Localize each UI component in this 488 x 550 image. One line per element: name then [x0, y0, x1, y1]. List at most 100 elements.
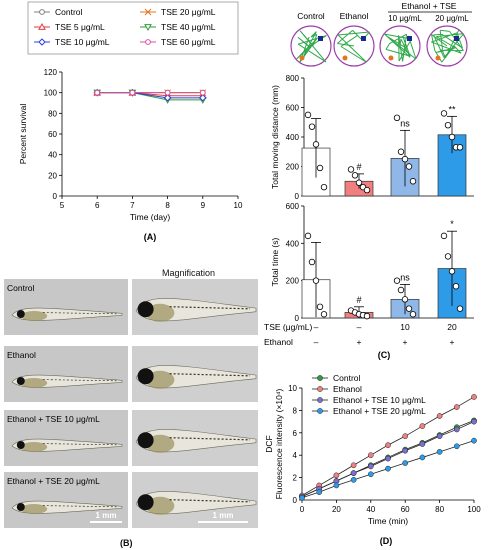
- data-point: [163, 94, 172, 102]
- data-point: [405, 305, 413, 312]
- survival-legend: Control TSE 20 μg/mL TSE 5 μg/mL TSE 40 μg/…: [27, 1, 239, 55]
- header-dose-10: 10 μg/mL: [388, 14, 422, 23]
- fish-pigment: [169, 373, 251, 377]
- y-tick-label: 400: [286, 133, 300, 142]
- data-point: [444, 253, 452, 260]
- data-point: [312, 277, 320, 284]
- fish-eye: [16, 441, 25, 449]
- x-tick-label: 0: [300, 505, 305, 514]
- significance-mark: ns: [400, 118, 410, 128]
- fish-image-whole: [4, 279, 128, 335]
- panel-b: Magnification Control Ethanol Ethanol + TS…: [0, 262, 262, 550]
- y-tick-label: 600: [286, 104, 300, 113]
- fish-row-label: Ethanol: [7, 350, 36, 360]
- x-tick-label: 10: [234, 201, 243, 210]
- y-tick-label: 200: [286, 163, 300, 172]
- ethanol-row-label: Ethanol: [264, 337, 293, 347]
- significance-mark: *: [450, 219, 454, 229]
- legend-marker: [317, 408, 323, 414]
- y-tick-label: 400: [286, 239, 300, 248]
- fish-eye: [137, 301, 154, 318]
- legend-marker: [317, 386, 323, 392]
- track-marker: [342, 55, 348, 61]
- legend-marker: [144, 24, 152, 32]
- tse-row-value: –: [357, 322, 362, 332]
- header-ethanol: Ethanol: [340, 11, 369, 21]
- fish-pigment: [42, 505, 117, 508]
- data-point: [402, 433, 409, 440]
- tse-row-value: 10: [400, 322, 410, 332]
- data-point: [401, 155, 409, 163]
- data-point: [320, 311, 328, 318]
- data-point: [444, 121, 452, 129]
- y-tick-label: 60: [48, 130, 57, 139]
- y-tick-label: 80: [48, 109, 57, 118]
- data-point: [304, 232, 312, 240]
- data-point: [402, 460, 409, 466]
- data-point: [456, 144, 464, 151]
- data-point: [363, 312, 371, 320]
- y-tick-label: 2: [293, 474, 298, 483]
- significance-mark: ns: [400, 272, 410, 282]
- data-point: [436, 433, 443, 440]
- y-tick-label: 6: [293, 429, 298, 438]
- ethanol-row-value: +: [357, 337, 362, 347]
- swim-track: [426, 25, 468, 67]
- legend-label: Ethanol + TSE 10 μg/mL: [333, 395, 426, 405]
- behavior-panel: Control Ethanol Ethanol + TSE 10 μg/mL 2…: [264, 1, 474, 360]
- data-point: [385, 465, 391, 472]
- track-path: [384, 33, 417, 62]
- ethanol-row-value: –: [314, 337, 319, 347]
- legend-label: Ethanol: [333, 384, 362, 394]
- data-point: [333, 472, 340, 479]
- data-point: [440, 232, 448, 240]
- header-control: Control: [297, 11, 325, 21]
- legend-marker: [145, 39, 151, 45]
- data-point: [199, 89, 206, 96]
- scale-label-right: 1 mm: [213, 511, 234, 520]
- data-point: [94, 89, 101, 96]
- data-point: [312, 141, 320, 148]
- x-axis-label: Time (day): [130, 212, 170, 222]
- fish-eye: [137, 432, 154, 449]
- significance-mark: #: [356, 162, 361, 172]
- y-tick-label: 0: [295, 314, 300, 323]
- y-tick-label: 40: [48, 151, 57, 160]
- data-point: [164, 89, 171, 96]
- legend-marker: [317, 375, 323, 381]
- track-marker: [388, 55, 394, 61]
- panel-label-d: (D): [380, 536, 393, 546]
- fish-row: Ethanol + TSE 10 μg/mL: [4, 410, 258, 466]
- x-tick-label: 80: [435, 505, 444, 514]
- legend-marker: [39, 9, 45, 15]
- x-tick-label: 60: [401, 505, 410, 514]
- y-tick-label: 20: [48, 171, 57, 180]
- data-point: [401, 296, 409, 303]
- data-point: [304, 111, 312, 119]
- x-tick-label: 5: [60, 201, 65, 210]
- legend-label: Control: [333, 373, 361, 383]
- magnification-label: Magnification: [162, 268, 216, 278]
- data-point: [393, 114, 401, 122]
- series-line: [97, 92, 203, 99]
- legend-box: [27, 1, 239, 55]
- y-tick-label: 10: [288, 384, 297, 393]
- y-axis-label: Total moving distance (mm): [270, 85, 280, 189]
- data-point: [453, 426, 460, 433]
- header-ethanol-tse: Ethanol + TSE: [402, 1, 457, 11]
- data-point: [448, 268, 456, 275]
- legend-marker: [144, 8, 152, 16]
- swim-track: [333, 25, 375, 67]
- data-point: [316, 164, 324, 172]
- data-point: [397, 148, 405, 155]
- data-point: [440, 110, 448, 117]
- swim-track-images: [290, 25, 468, 67]
- data-point: [199, 94, 207, 102]
- fish-row: Ethanol: [4, 346, 258, 402]
- track-marker: [299, 55, 305, 61]
- fish-row: Control: [4, 279, 258, 335]
- fish-eye: [137, 368, 154, 385]
- data-point: [350, 470, 357, 476]
- ethanol-row-value: +: [403, 337, 408, 347]
